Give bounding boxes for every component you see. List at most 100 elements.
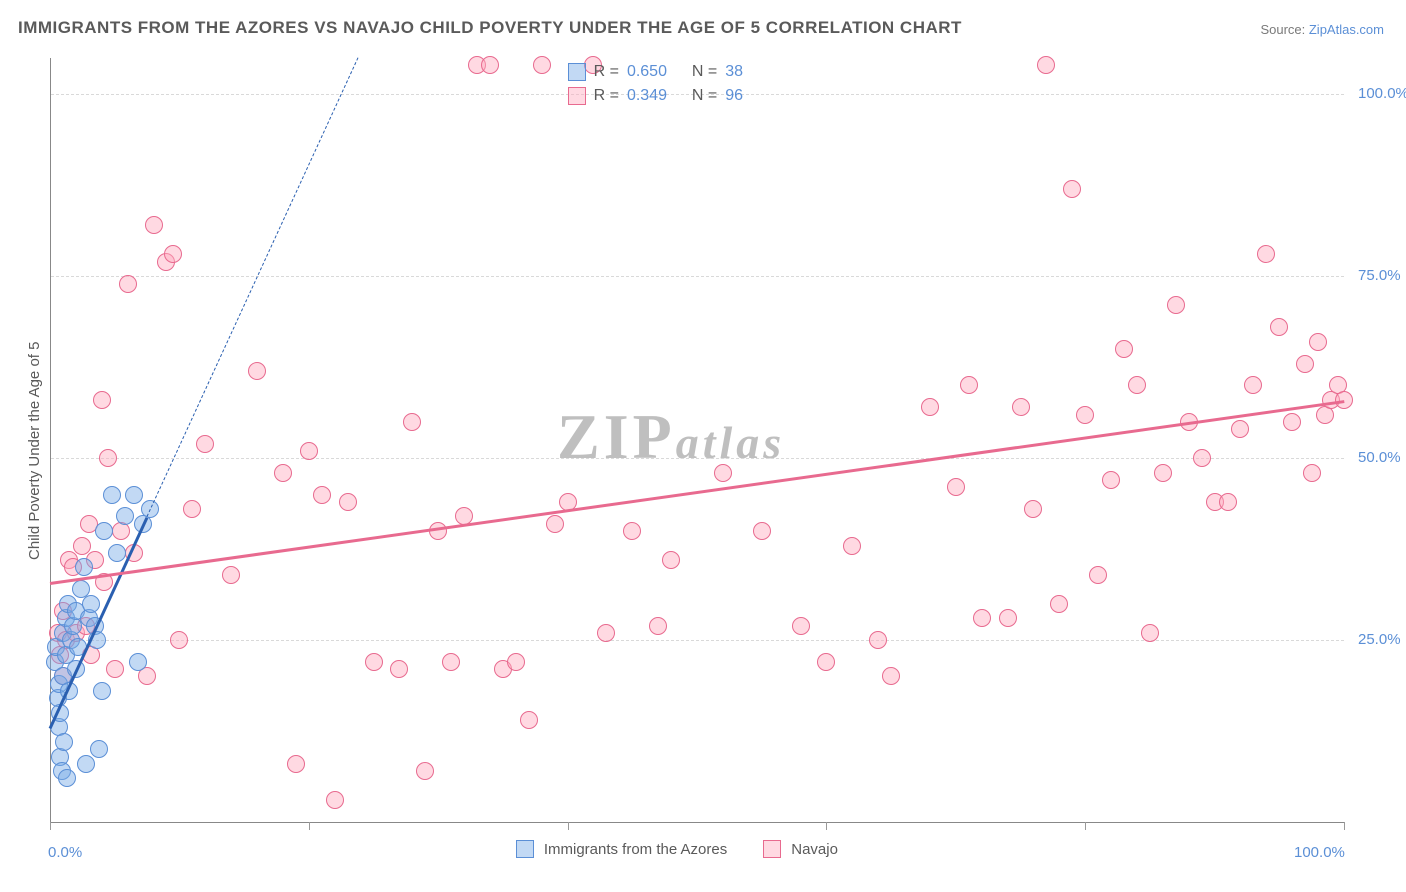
point-navajo bbox=[403, 413, 421, 431]
point-navajo bbox=[442, 653, 460, 671]
point-azores bbox=[125, 486, 143, 504]
stat-n-label: N = bbox=[692, 87, 717, 105]
source-attribution: Source: ZipAtlas.com bbox=[1260, 22, 1384, 37]
point-navajo bbox=[973, 609, 991, 627]
point-navajo bbox=[119, 275, 137, 293]
point-navajo bbox=[507, 653, 525, 671]
legend-stat-row: R = 0.349 N = 96 bbox=[568, 84, 743, 108]
point-navajo bbox=[481, 56, 499, 74]
point-azores bbox=[75, 558, 93, 576]
x-tick-label-end: 100.0% bbox=[1294, 844, 1345, 861]
point-navajo bbox=[1076, 406, 1094, 424]
x-tick bbox=[826, 822, 827, 830]
stat-n-label: N = bbox=[692, 63, 717, 81]
point-navajo bbox=[326, 791, 344, 809]
y-tick-label: 75.0% bbox=[1358, 267, 1401, 284]
point-navajo bbox=[947, 478, 965, 496]
trendline-navajo bbox=[50, 400, 1344, 585]
point-navajo bbox=[170, 631, 188, 649]
point-navajo bbox=[817, 653, 835, 671]
point-navajo bbox=[1050, 595, 1068, 613]
point-navajo bbox=[1154, 464, 1172, 482]
point-navajo bbox=[960, 376, 978, 394]
point-navajo bbox=[196, 435, 214, 453]
point-navajo bbox=[533, 56, 551, 74]
stat-r-label: R = bbox=[594, 87, 619, 105]
legend-swatch bbox=[568, 63, 586, 81]
y-tick-label: 100.0% bbox=[1358, 85, 1406, 102]
point-navajo bbox=[183, 500, 201, 518]
plot-area: ZIPatlas bbox=[50, 58, 1344, 822]
source-link[interactable]: ZipAtlas.com bbox=[1309, 22, 1384, 37]
point-navajo bbox=[1115, 340, 1133, 358]
point-navajo bbox=[274, 464, 292, 482]
chart-container: IMMIGRANTS FROM THE AZORES VS NAVAJO CHI… bbox=[0, 0, 1406, 892]
point-azores bbox=[103, 486, 121, 504]
legend-swatch bbox=[516, 840, 534, 858]
stat-r-label: R = bbox=[594, 63, 619, 81]
point-navajo bbox=[145, 216, 163, 234]
point-navajo bbox=[999, 609, 1017, 627]
x-tick bbox=[309, 822, 310, 830]
point-azores bbox=[77, 755, 95, 773]
legend-label: Immigrants from the Azores bbox=[544, 841, 727, 858]
point-navajo bbox=[365, 653, 383, 671]
point-navajo bbox=[1257, 245, 1275, 263]
series-legend: Immigrants from the Azores Navajo bbox=[516, 840, 864, 858]
gridline bbox=[51, 276, 1344, 277]
point-navajo bbox=[164, 245, 182, 263]
chart-title: IMMIGRANTS FROM THE AZORES VS NAVAJO CHI… bbox=[18, 18, 962, 38]
stat-r-value: 0.650 bbox=[627, 63, 667, 81]
point-azores bbox=[95, 522, 113, 540]
point-navajo bbox=[1012, 398, 1030, 416]
point-navajo bbox=[662, 551, 680, 569]
point-navajo bbox=[1270, 318, 1288, 336]
point-navajo bbox=[1309, 333, 1327, 351]
point-azores bbox=[58, 769, 76, 787]
point-navajo bbox=[1037, 56, 1055, 74]
point-navajo bbox=[869, 631, 887, 649]
legend-label: Navajo bbox=[791, 841, 838, 858]
watermark: ZIPatlas bbox=[557, 400, 785, 474]
point-navajo bbox=[416, 762, 434, 780]
point-azores bbox=[55, 733, 73, 751]
point-navajo bbox=[222, 566, 240, 584]
correlation-legend: R = 0.650 N = 38 R = 0.349 N = 96 bbox=[568, 60, 743, 108]
point-navajo bbox=[313, 486, 331, 504]
point-navajo bbox=[99, 449, 117, 467]
point-navajo bbox=[649, 617, 667, 635]
watermark-atlas: atlas bbox=[676, 417, 785, 468]
point-navajo bbox=[1141, 624, 1159, 642]
point-navajo bbox=[843, 537, 861, 555]
gridline bbox=[51, 458, 1344, 459]
point-navajo bbox=[106, 660, 124, 678]
x-tick bbox=[1085, 822, 1086, 830]
point-navajo bbox=[1128, 376, 1146, 394]
point-navajo bbox=[882, 667, 900, 685]
stat-r-value: 0.349 bbox=[627, 87, 667, 105]
y-tick-label: 50.0% bbox=[1358, 449, 1401, 466]
point-azores bbox=[129, 653, 147, 671]
point-navajo bbox=[520, 711, 538, 729]
stat-n-value: 96 bbox=[725, 87, 743, 105]
point-navajo bbox=[546, 515, 564, 533]
stat-n-value: 38 bbox=[725, 63, 743, 81]
point-navajo bbox=[1063, 180, 1081, 198]
point-navajo bbox=[1193, 449, 1211, 467]
point-azores bbox=[116, 507, 134, 525]
legend-stat-row: R = 0.650 N = 38 bbox=[568, 60, 743, 84]
point-azores bbox=[108, 544, 126, 562]
point-navajo bbox=[287, 755, 305, 773]
point-navajo bbox=[1102, 471, 1120, 489]
point-navajo bbox=[1244, 376, 1262, 394]
point-navajo bbox=[1219, 493, 1237, 511]
point-navajo bbox=[597, 624, 615, 642]
x-tick-label-start: 0.0% bbox=[48, 844, 82, 861]
trendline-azores-extension bbox=[147, 58, 359, 517]
source-prefix: Source: bbox=[1260, 22, 1308, 37]
point-azores bbox=[82, 595, 100, 613]
x-axis-line bbox=[50, 822, 1344, 823]
point-navajo bbox=[1283, 413, 1301, 431]
point-navajo bbox=[1231, 420, 1249, 438]
point-navajo bbox=[1303, 464, 1321, 482]
